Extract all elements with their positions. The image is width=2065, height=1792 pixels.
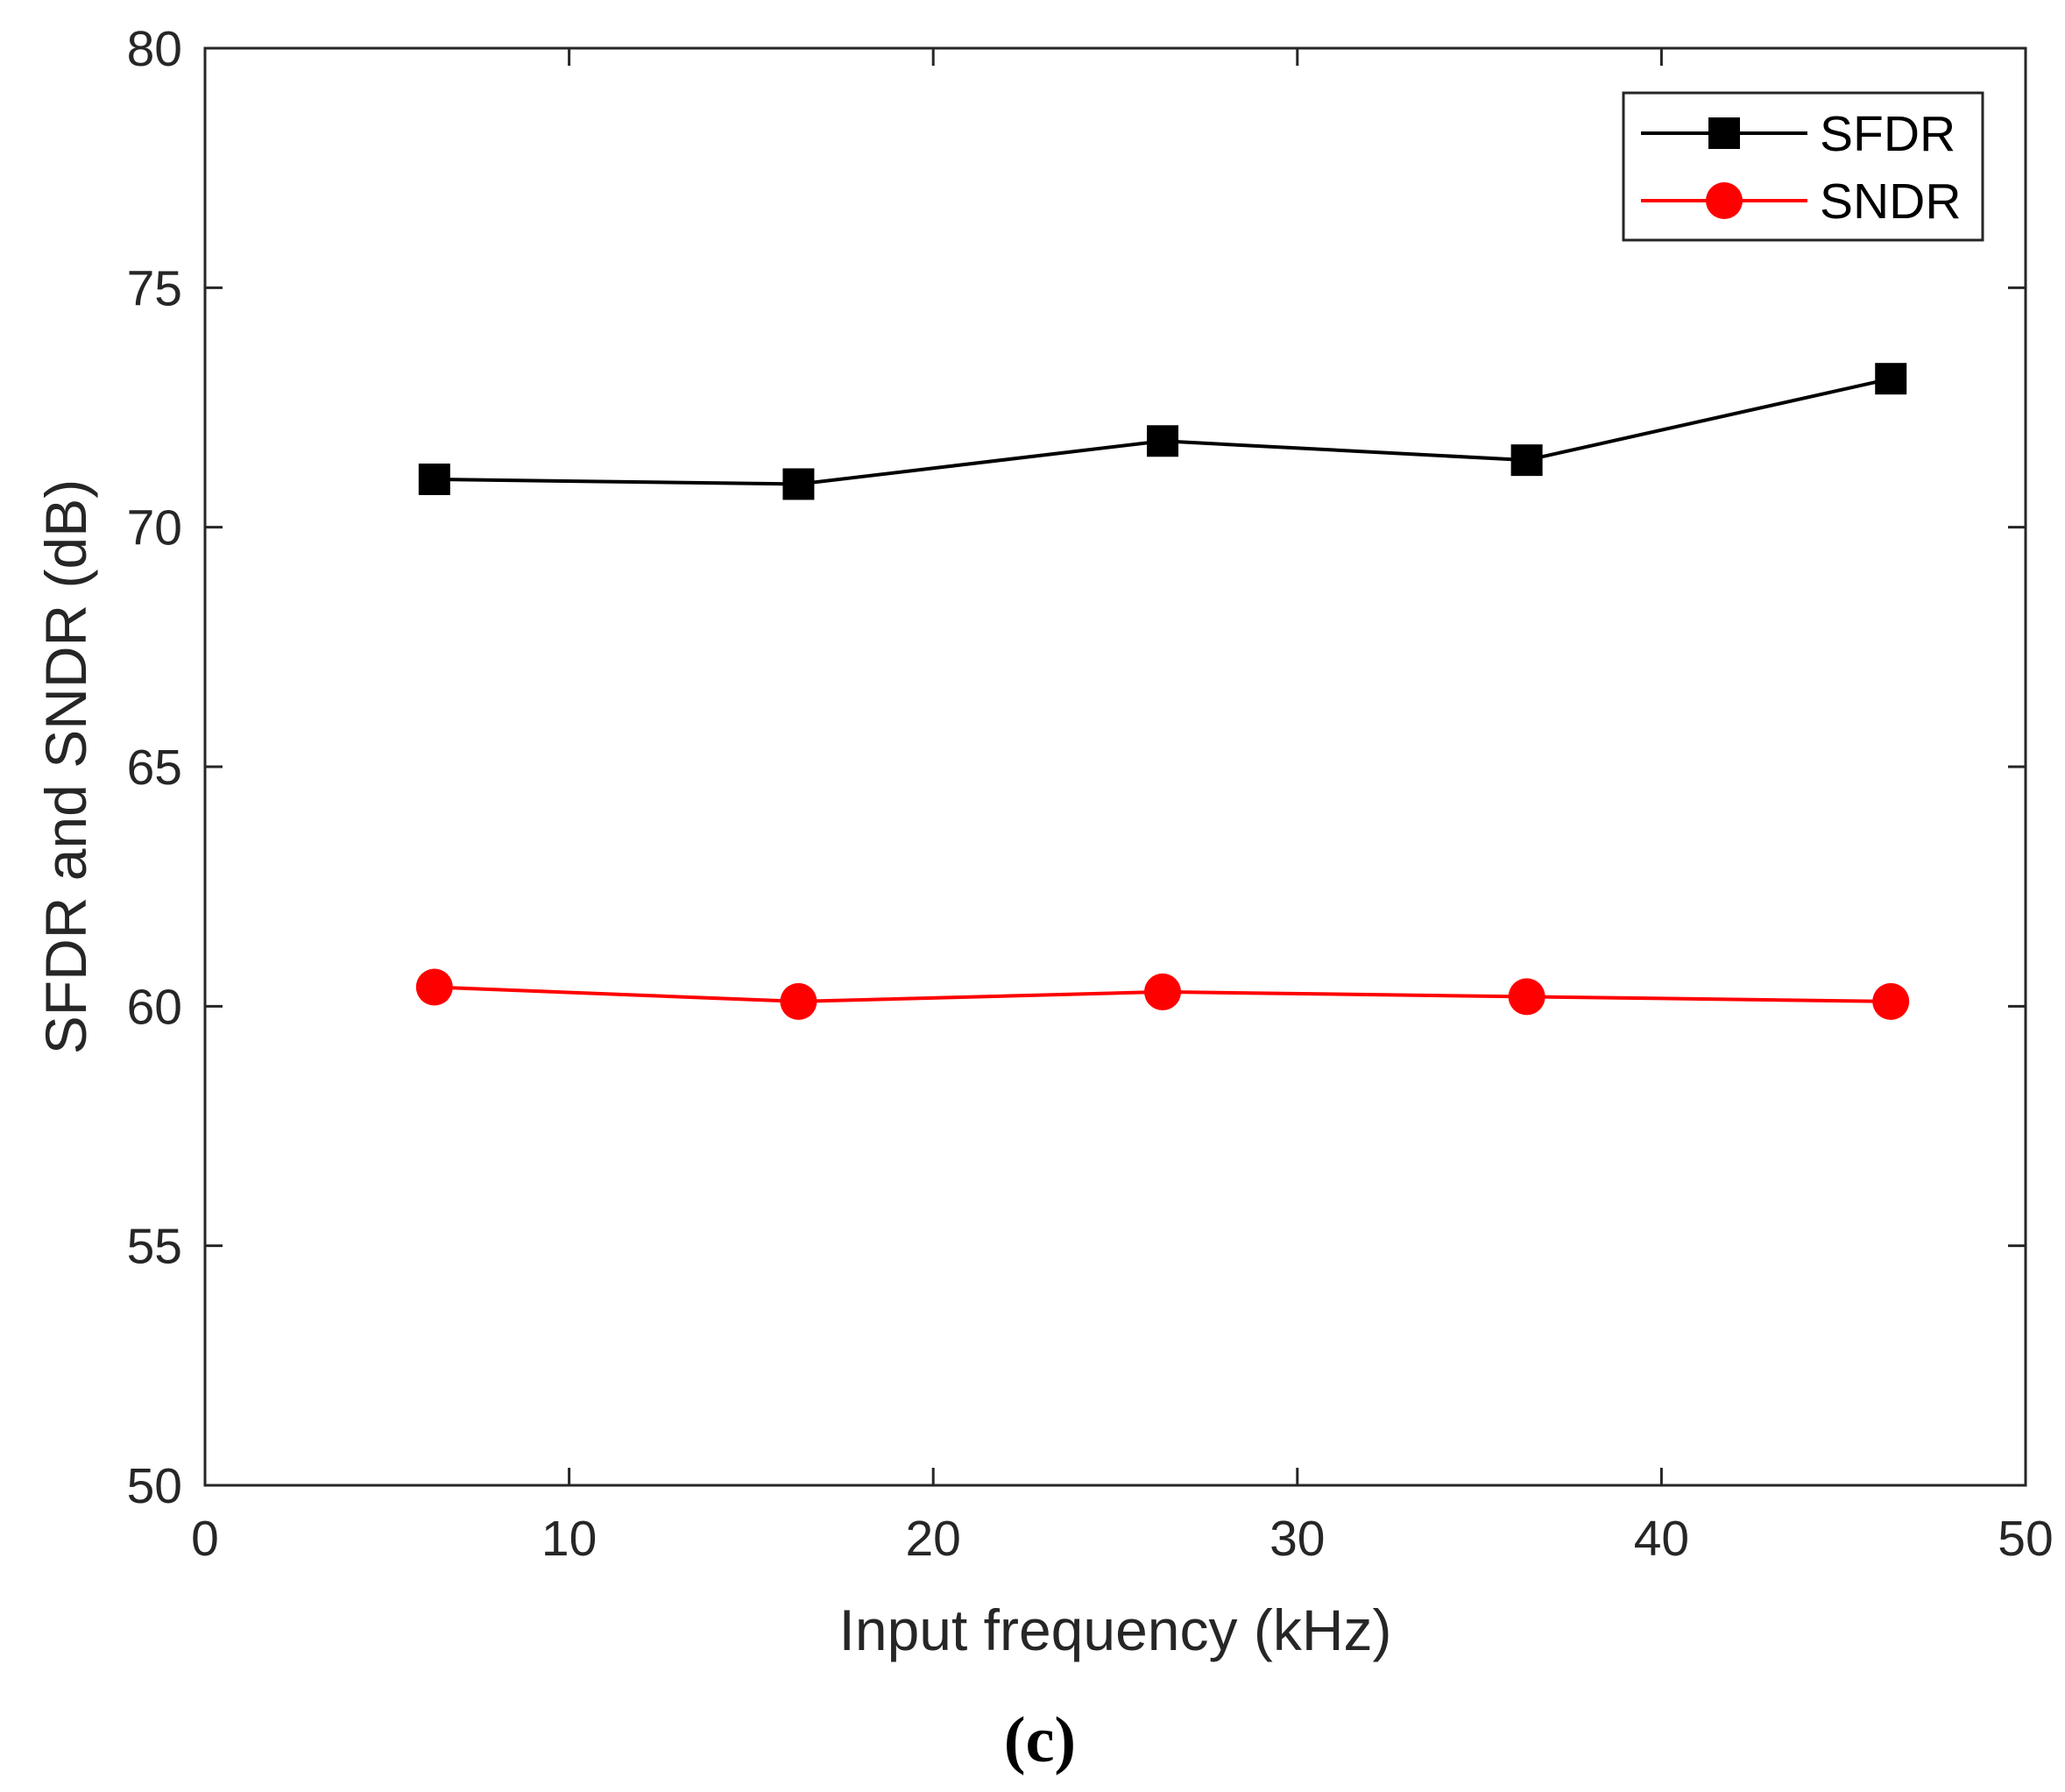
data-point-sndr [780,982,817,1020]
y-tick-label: 80 [127,21,182,77]
x-tick-label: 0 [191,1511,219,1567]
data-point-sfdr [1510,444,1543,477]
x-tick-label: 10 [541,1511,597,1567]
legend: SFDR SNDR [1622,91,1984,242]
data-point-sfdr [782,468,815,500]
data-point-sfdr [1875,363,1907,395]
y-tick-label: 70 [127,500,182,556]
data-point-sfdr [1147,425,1179,457]
figure-caption: (c) [1004,1704,1076,1776]
data-point-sndr [1144,973,1182,1010]
y-tick-label: 60 [127,979,182,1035]
y-tick-label: 75 [127,260,182,316]
x-tick-label: 20 [905,1511,960,1567]
x-tick-label: 40 [1634,1511,1689,1567]
legend-label-sndr: SNDR [1820,174,1962,230]
y-axis-ticks: 50 55 60 65 70 75 80 [127,21,2026,1514]
data-point-sfdr [418,464,450,495]
x-tick-label: 30 [1269,1511,1325,1567]
x-tick-label: 50 [1998,1511,2053,1567]
data-point-sndr [1508,978,1545,1016]
x-axis-label: Input frequency (kHz) [839,1597,1392,1662]
legend-label-sfdr: SFDR [1820,106,1955,162]
legend-marker-sndr [1706,182,1743,219]
series-layer [415,363,1910,1020]
y-axis-label: SFDR and SNDR (dB) [33,479,98,1055]
plot-area [203,46,2027,1487]
data-point-sndr [415,968,453,1006]
legend-box [1622,91,1984,242]
x-axis-ticks: 0 10 20 30 40 50 [191,48,2054,1567]
y-tick-label: 50 [127,1458,182,1514]
legend-marker-sfdr [1708,117,1740,149]
y-tick-label: 65 [127,740,182,796]
data-point-sndr [1872,982,1910,1020]
y-tick-label: 55 [127,1219,182,1275]
